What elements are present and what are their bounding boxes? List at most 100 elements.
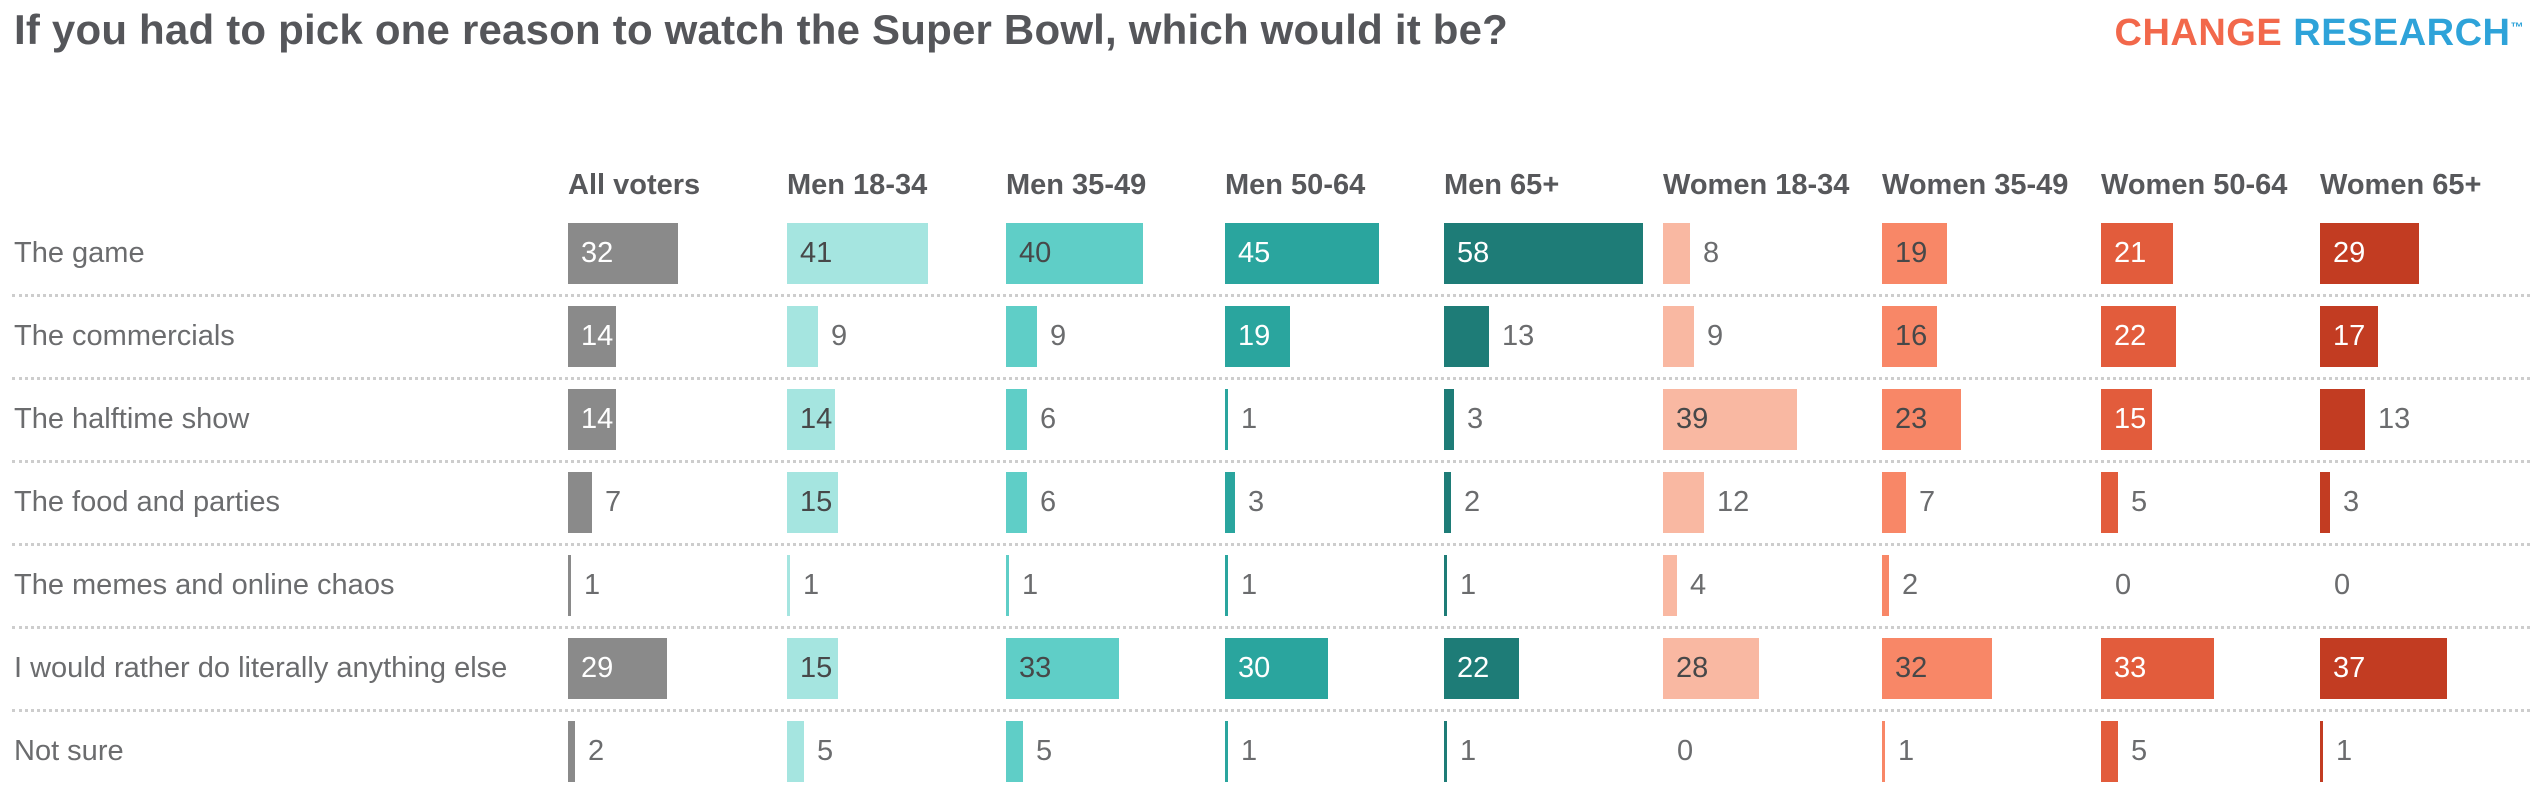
column-header-men-35-49: Men 35-49	[1006, 169, 1147, 201]
chart-row-the-game: The game 32 41 40 45 58 8 19 21 29	[0, 212, 2540, 297]
bar-value: 14	[581, 403, 614, 435]
bar-value: 29	[581, 652, 614, 684]
bar	[1006, 306, 1037, 367]
bar	[1225, 638, 1328, 699]
bar	[787, 555, 790, 616]
bar-value: 1	[1898, 735, 1915, 767]
bar-value: 45	[1238, 237, 1271, 269]
bar-value: 15	[2114, 403, 2147, 435]
bar	[1444, 472, 1451, 533]
bar	[1444, 638, 1519, 699]
bar-value: 1	[1460, 569, 1477, 601]
bar-value: 9	[1050, 320, 1067, 352]
bar-value: 16	[1895, 320, 1928, 352]
bar	[787, 721, 804, 782]
bar	[1225, 472, 1235, 533]
row-label: Not sure	[14, 735, 124, 767]
bar-value: 58	[1457, 237, 1490, 269]
bar	[1225, 721, 1228, 782]
page-title: If you had to pick one reason to watch t…	[14, 6, 1509, 53]
row-label: The halftime show	[14, 403, 250, 435]
bar	[2101, 223, 2173, 284]
bar-value: 21	[2114, 237, 2147, 269]
bar	[1882, 721, 1885, 782]
bar-value: 29	[2333, 237, 2366, 269]
bar-value: 15	[800, 486, 833, 518]
bar	[1882, 223, 1947, 284]
bar-value: 1	[1022, 569, 1039, 601]
bar	[2101, 472, 2118, 533]
bar	[1006, 223, 1143, 284]
bar	[1006, 721, 1023, 782]
bar	[1882, 555, 1889, 616]
logo-research: RESEARCH	[2293, 12, 2511, 54]
bar-value: 17	[2333, 320, 2366, 352]
bar-value: 14	[800, 403, 833, 435]
bar-value: 5	[817, 735, 834, 767]
row-label: I would rather do literally anything els…	[14, 652, 508, 684]
bar	[787, 223, 928, 284]
bar-value: 6	[1040, 403, 1057, 435]
bar	[1663, 306, 1694, 367]
bar-value: 40	[1019, 237, 1052, 269]
column-header-all-voters: All voters	[568, 169, 701, 201]
bar-value: 28	[1676, 652, 1709, 684]
bar-value: 1	[2336, 735, 2353, 767]
bar-value: 9	[1707, 320, 1724, 352]
logo-trademark: ™	[2510, 19, 2524, 35]
bar	[1225, 389, 1228, 450]
bar-value: 22	[2114, 320, 2147, 352]
bar	[2320, 721, 2323, 782]
bar	[568, 555, 571, 616]
bar	[1225, 555, 1228, 616]
bar	[2101, 638, 2214, 699]
logo-change: CHANGE	[2114, 12, 2283, 54]
bar	[1663, 223, 1690, 284]
bar-value: 37	[2333, 652, 2366, 684]
row-label: The food and parties	[14, 486, 281, 518]
bar-value: 14	[581, 320, 614, 352]
bar-value: 13	[1502, 320, 1535, 352]
bar-value: 5	[2131, 735, 2148, 767]
bar	[1663, 389, 1797, 450]
bar	[1444, 223, 1643, 284]
column-header-men-50-64: Men 50-64	[1225, 169, 1366, 201]
bar	[568, 721, 575, 782]
bar	[1663, 472, 1704, 533]
column-headers: All voters Men 18-34 Men 35-49 Men 50-64 Men…	[0, 160, 2540, 206]
bar	[1444, 721, 1447, 782]
bar-value: 2	[1902, 569, 1919, 601]
bar	[2101, 389, 2152, 450]
bar-value: 15	[800, 652, 833, 684]
bar-value: 0	[2334, 569, 2351, 601]
bar	[1225, 306, 1290, 367]
bar-value: 5	[2131, 486, 2148, 518]
bar-value: 8	[1703, 237, 1720, 269]
bar-value: 1	[803, 569, 820, 601]
bar-value: 9	[831, 320, 848, 352]
bar	[1006, 555, 1009, 616]
row-label: The game	[14, 237, 145, 269]
bar-value: 32	[1895, 652, 1928, 684]
bar	[1006, 472, 1027, 533]
bar-value: 1	[584, 569, 601, 601]
bar	[568, 638, 667, 699]
bar-value: 1	[1241, 735, 1258, 767]
bar	[787, 638, 838, 699]
bar	[787, 472, 838, 533]
row-label: The commercials	[14, 320, 235, 352]
bar-value: 3	[1467, 403, 1484, 435]
bar	[2320, 472, 2330, 533]
bar-value: 1	[1460, 735, 1477, 767]
bar	[1882, 638, 1992, 699]
bar-value: 13	[2378, 403, 2411, 435]
bar-value: 33	[2114, 652, 2147, 684]
column-header-women-50-64: Women 50-64	[2101, 169, 2288, 201]
bar-value: 1	[1241, 569, 1258, 601]
bar-value: 23	[1895, 403, 1928, 435]
bar	[1663, 555, 1677, 616]
bar-value: 6	[1040, 486, 1057, 518]
bar	[2320, 306, 2378, 367]
bar-chart: The game 32 41 40 45 58 8 19 21 29 The commercials…	[0, 212, 2540, 793]
